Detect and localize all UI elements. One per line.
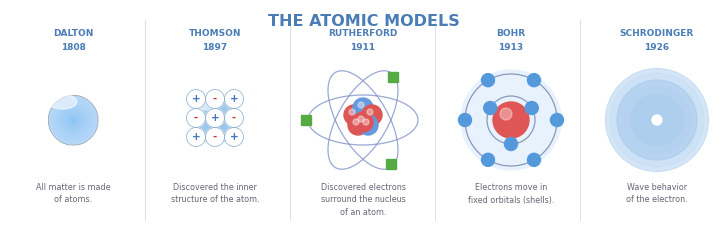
Ellipse shape <box>192 96 219 110</box>
Text: RUTHERFORD: RUTHERFORD <box>329 29 398 38</box>
Text: THE ATOMIC MODELS: THE ATOMIC MODELS <box>268 14 459 29</box>
Circle shape <box>526 102 538 114</box>
Circle shape <box>500 108 512 120</box>
Text: 1808: 1808 <box>60 43 86 52</box>
Circle shape <box>187 108 206 127</box>
Circle shape <box>358 115 378 135</box>
Circle shape <box>481 74 494 87</box>
Circle shape <box>623 86 691 154</box>
Circle shape <box>459 114 472 126</box>
Text: 1911: 1911 <box>350 43 376 52</box>
Circle shape <box>206 127 225 146</box>
Text: Electrons move in
fixed orbitals (shells).: Electrons move in fixed orbitals (shells… <box>467 183 554 204</box>
Circle shape <box>187 90 206 108</box>
Text: +: + <box>192 132 201 142</box>
Text: THOMSON: THOMSON <box>189 29 241 38</box>
Circle shape <box>358 102 364 108</box>
Circle shape <box>367 109 373 115</box>
Circle shape <box>461 70 561 170</box>
Circle shape <box>349 109 355 115</box>
Text: Discovered the inner
structure of the atom.: Discovered the inner structure of the at… <box>171 183 260 204</box>
Circle shape <box>639 102 675 138</box>
Text: 1913: 1913 <box>499 43 523 52</box>
Text: +: + <box>211 113 220 123</box>
Circle shape <box>652 115 662 125</box>
Text: -: - <box>194 113 198 123</box>
Circle shape <box>348 115 368 135</box>
Text: +: + <box>230 132 238 142</box>
Bar <box>386 159 396 169</box>
Circle shape <box>225 90 244 108</box>
Circle shape <box>206 108 225 127</box>
Circle shape <box>206 90 225 108</box>
Circle shape <box>225 127 244 146</box>
Circle shape <box>528 74 540 87</box>
Text: SCHRODINGER: SCHRODINGER <box>620 29 694 38</box>
Text: 1926: 1926 <box>644 43 670 52</box>
Text: -: - <box>232 113 236 123</box>
Circle shape <box>528 153 540 166</box>
Circle shape <box>610 73 704 167</box>
Circle shape <box>187 127 206 146</box>
Circle shape <box>353 112 373 132</box>
Circle shape <box>493 102 529 138</box>
Circle shape <box>505 138 518 150</box>
Ellipse shape <box>48 95 77 109</box>
Bar <box>388 72 398 82</box>
Circle shape <box>353 119 359 125</box>
Circle shape <box>605 68 709 172</box>
Circle shape <box>363 119 369 125</box>
Bar <box>301 115 311 125</box>
Circle shape <box>344 105 364 125</box>
Text: DALTON: DALTON <box>53 29 93 38</box>
Circle shape <box>481 153 494 166</box>
Text: Wave behavior
of the electron.: Wave behavior of the electron. <box>626 183 688 204</box>
Circle shape <box>550 114 563 126</box>
Text: 1897: 1897 <box>202 43 228 52</box>
Circle shape <box>649 112 665 128</box>
Circle shape <box>631 94 683 146</box>
Circle shape <box>353 98 373 118</box>
Circle shape <box>362 105 382 125</box>
Text: BOHR: BOHR <box>497 29 526 38</box>
Circle shape <box>225 108 244 127</box>
Circle shape <box>358 116 364 122</box>
Circle shape <box>483 102 497 114</box>
Text: All matter is made
of atoms.: All matter is made of atoms. <box>36 183 111 204</box>
Text: +: + <box>230 94 238 104</box>
Text: +: + <box>192 94 201 104</box>
Circle shape <box>617 80 697 160</box>
Text: -: - <box>213 94 217 104</box>
Text: -: - <box>213 132 217 142</box>
Text: Discovered electrons
surround the nucleus
of an atom.: Discovered electrons surround the nucleu… <box>321 183 406 217</box>
